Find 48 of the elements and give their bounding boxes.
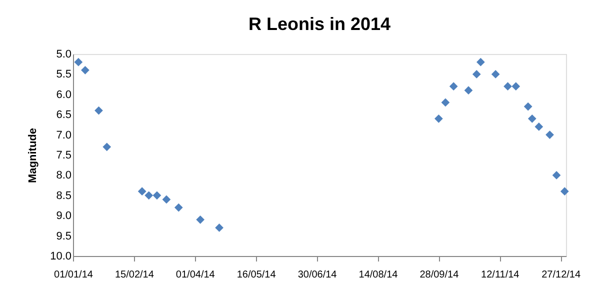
point (491, 70, 500, 78)
y-tick-label: 8.0 (56, 170, 72, 182)
point (546, 130, 554, 139)
y-tick-label: 8.5 (56, 190, 72, 202)
point (102, 142, 112, 152)
y-tick-label: 6.5 (56, 109, 72, 122)
point (152, 191, 162, 200)
x-tick-label: 14/08/14 (358, 270, 398, 280)
point (449, 82, 458, 91)
point (504, 82, 512, 91)
y-tick-label: 5.0 (56, 48, 72, 60)
x-tick-label: 12/11/14 (481, 270, 520, 280)
point (144, 191, 154, 200)
point (74, 58, 83, 66)
x-tick-label: 27/12/14 (542, 270, 581, 280)
y-tick-label: 6.0 (56, 88, 72, 101)
point (174, 203, 183, 212)
y-tick-label: 5.5 (56, 68, 72, 81)
x-tick-label: 15/02/14 (114, 270, 154, 280)
x-tick-label: 01/01/14 (54, 270, 94, 280)
point (476, 58, 485, 66)
x-tick-label: 28/09/14 (420, 270, 460, 280)
point (464, 86, 473, 95)
point (512, 82, 520, 91)
y-tick-label: 10.0 (50, 250, 72, 262)
point (434, 114, 443, 123)
point (552, 171, 561, 180)
y-tick-label: 7.5 (56, 150, 72, 162)
y-tick-label: 9.0 (56, 210, 72, 222)
point (196, 215, 204, 224)
point (138, 187, 146, 196)
y-tick-label: 9.5 (56, 230, 72, 242)
point (81, 66, 90, 74)
point (524, 102, 532, 111)
point (560, 187, 569, 196)
point (441, 98, 450, 107)
point (528, 114, 536, 123)
x-tick-label: 30/06/14 (298, 270, 338, 280)
y-axis-title: Magnitude (27, 128, 40, 183)
y-tick-label: 7.0 (56, 129, 72, 142)
point (94, 106, 103, 115)
x-tick-label: 16/05/14 (236, 270, 276, 280)
point (162, 195, 171, 204)
chart-title: R Leonis in 2014 (248, 14, 391, 34)
x-tick-label: 01/04/14 (176, 270, 216, 280)
point (534, 122, 544, 131)
point (472, 70, 481, 78)
point (215, 224, 224, 232)
